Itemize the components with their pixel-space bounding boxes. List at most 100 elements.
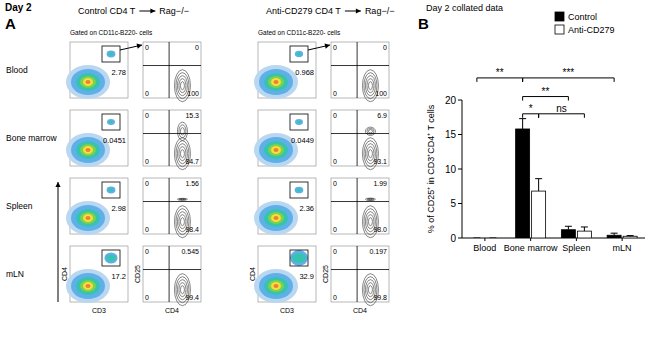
contour (368, 218, 372, 226)
density-blob (268, 76, 284, 88)
y-tick-label: 20 (445, 95, 457, 106)
x-tick-label: Bone marrow (504, 243, 558, 253)
y-tick-label: 0 (450, 233, 456, 244)
quadrant-line (169, 246, 170, 302)
density-blob (66, 201, 110, 235)
gate (102, 46, 120, 62)
density-blob (71, 69, 105, 95)
axis-label: CD3 (92, 307, 106, 314)
density-blob (259, 69, 293, 95)
quadrant-plot (143, 246, 201, 306)
density-blob (271, 146, 281, 154)
quadrant-percent: 0 (145, 180, 149, 187)
contour (368, 198, 372, 200)
legend-swatch (555, 12, 564, 21)
quadrant-percent: 0.197 (369, 248, 387, 255)
density-blob (297, 52, 301, 55)
density-blob (109, 188, 114, 191)
legend-label: Control (568, 12, 597, 22)
arrow-head (150, 8, 155, 13)
density-blob (295, 51, 303, 57)
contour (177, 76, 187, 96)
bar (470, 238, 484, 239)
x-tick (576, 238, 577, 241)
quadrant-percent: 6.9 (377, 112, 387, 119)
quadrant-percent: 1.99 (373, 180, 387, 187)
arrow-head (137, 44, 142, 49)
error-cap (581, 226, 588, 227)
y-tick (458, 169, 462, 170)
axis-label: CD4 (61, 267, 68, 281)
bars (473, 119, 637, 238)
density-blob (254, 269, 298, 303)
quadrant-percent: 1.56 (185, 180, 199, 187)
density-blob (71, 273, 105, 299)
significance-bracket (523, 78, 615, 82)
quadrant-line (357, 42, 358, 98)
contour (365, 76, 375, 96)
density-blob (259, 273, 293, 299)
group-title: Anti-CD279 CD4 T (266, 6, 341, 16)
density-blob (109, 121, 113, 124)
quadrant-plot (143, 178, 201, 238)
gate (102, 114, 120, 130)
density-blob (274, 148, 279, 152)
density-blob (76, 209, 100, 227)
figure: Day 2ABloodBone marrowSpleenmLNControl C… (0, 0, 650, 350)
error-bar (611, 233, 618, 235)
quadrant-line (357, 178, 358, 234)
density-blob (80, 280, 96, 292)
contour (179, 125, 186, 138)
quadrant-percent: 99.4 (185, 294, 199, 301)
x-tick (622, 238, 623, 241)
y-tick (458, 203, 462, 204)
x-tick (530, 238, 531, 241)
arrow-head (55, 182, 60, 187)
bar (532, 191, 546, 238)
density-blob (264, 209, 288, 227)
x-tick (484, 238, 485, 241)
axis-label: CD4 (353, 307, 367, 314)
quadrant-percent: 0 (333, 248, 337, 255)
bracket-line (523, 78, 615, 82)
contour (177, 198, 187, 200)
error-stem (538, 179, 539, 191)
quadrant-percent: 0.545 (181, 248, 199, 255)
quadrant-percent: 84.7 (185, 158, 199, 165)
density-blob (86, 284, 91, 288)
contour (365, 127, 375, 135)
quadrant-line (143, 269, 201, 270)
plot-frame (143, 42, 201, 98)
gate (102, 182, 120, 198)
density-blob (107, 119, 115, 125)
density-blob (297, 121, 301, 124)
legend-label: Anti-CD279 (568, 25, 615, 35)
gate-percent: 0.0449 (291, 136, 314, 145)
density-plot (66, 110, 128, 167)
error-stem (568, 226, 569, 229)
contour (180, 218, 184, 226)
density-blob (66, 269, 110, 303)
quadrant-line (357, 246, 358, 302)
density-plot (66, 246, 128, 303)
density-plot (254, 178, 316, 235)
quadrant-percent: 0 (333, 90, 337, 97)
x-tick-label: Blood (473, 243, 496, 253)
group-title: Control CD4 T (78, 6, 136, 16)
bracket-line (539, 114, 585, 118)
significance-bracket (523, 114, 539, 118)
error-stem (522, 119, 523, 129)
density-plot (66, 178, 128, 235)
quadrant-percent: 93.1 (373, 158, 387, 165)
quadrant-percent: 0 (145, 226, 149, 233)
quadrant-plot (143, 110, 201, 170)
bar (516, 129, 530, 238)
gate-percent: 2.98 (111, 204, 126, 213)
y-tick (458, 100, 462, 101)
contour (179, 199, 186, 200)
quadrant-line (169, 42, 170, 98)
gating-note: Gated on CD11c-B220- cells (70, 29, 153, 36)
day-label: Day 2 (5, 2, 32, 13)
gate-percent: 17.2 (111, 272, 126, 281)
contour (368, 82, 372, 90)
